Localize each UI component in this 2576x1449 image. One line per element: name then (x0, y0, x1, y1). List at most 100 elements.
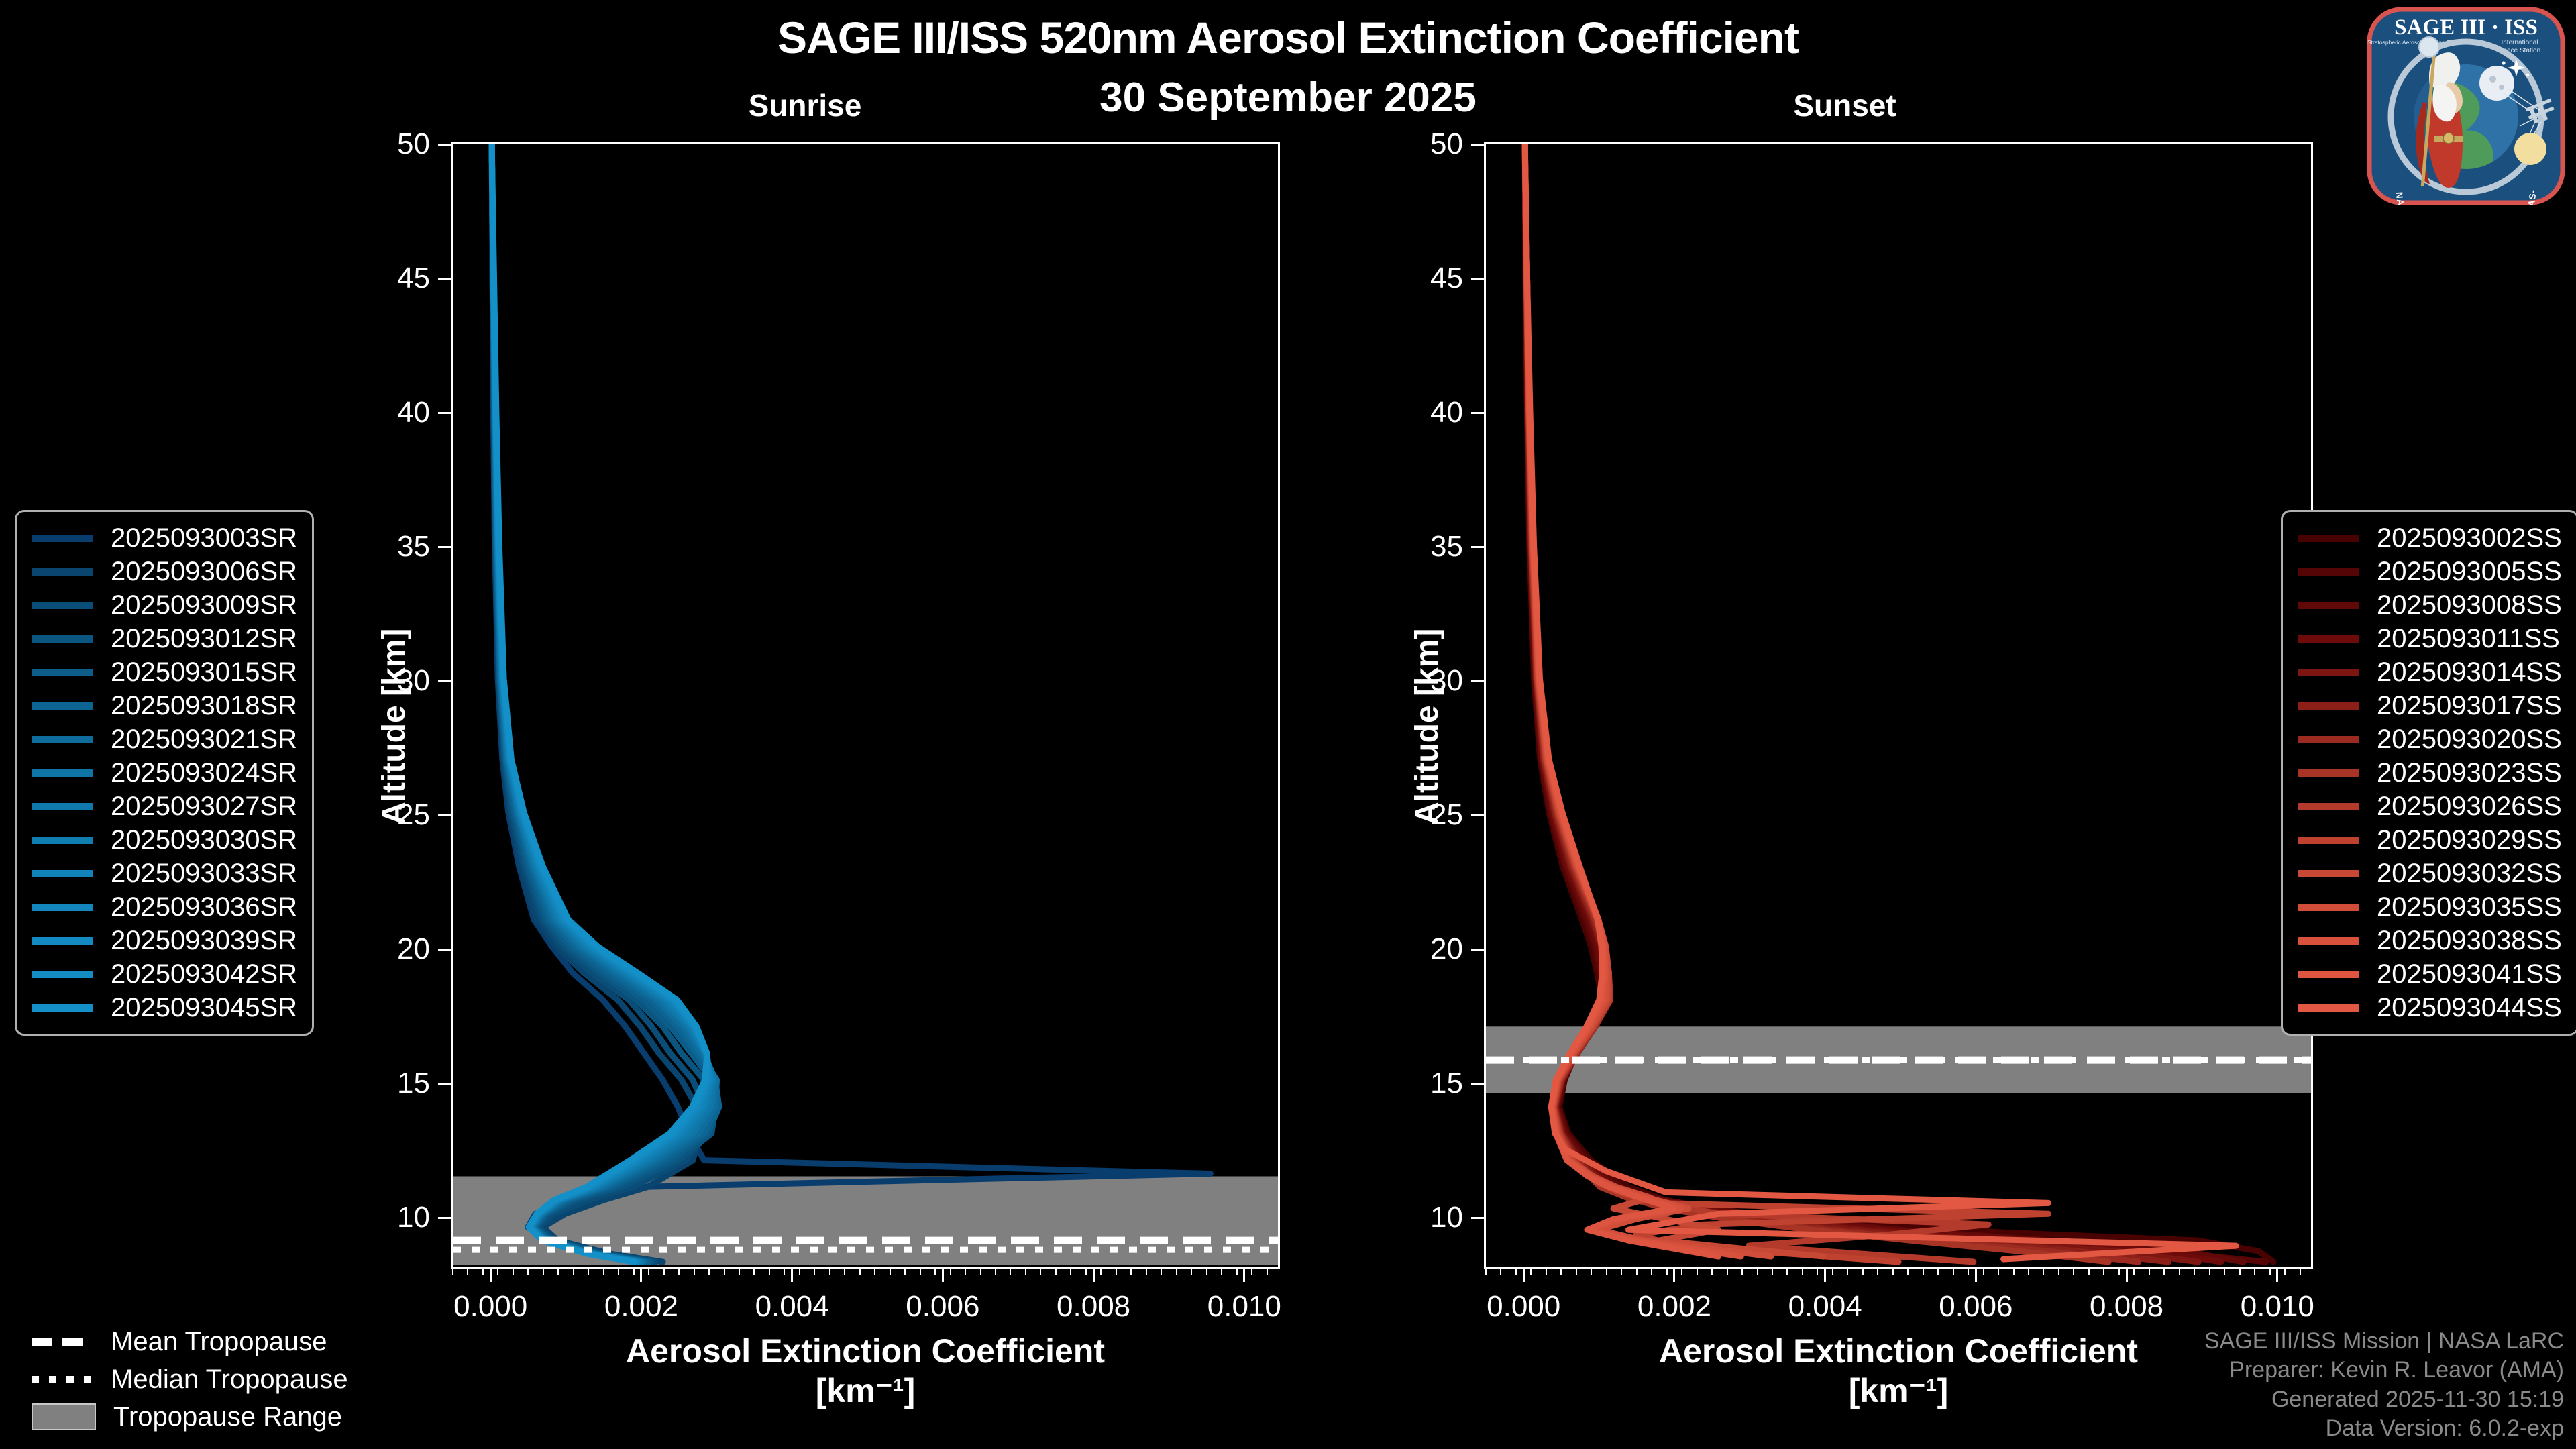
legend-item[interactable]: 2025093041SS (2298, 957, 2562, 991)
legend-item[interactable]: 2025093005SS (2298, 555, 2562, 588)
legend-item[interactable]: 2025093030SR (32, 823, 297, 857)
legend-item[interactable]: 2025093026SS (2298, 790, 2562, 823)
sunrise-x-minor-tick (678, 1267, 680, 1275)
sunset-x-minor-tick (1907, 1267, 1909, 1275)
legend-item-label: 2025093006SR (111, 556, 298, 586)
legend-item[interactable]: 2025093036SR (32, 890, 297, 924)
legend-item[interactable]: 2025093023SS (2298, 756, 2562, 790)
sunrise-x-minor-tick (768, 1267, 770, 1275)
sunset-x-minor-tick (1545, 1267, 1547, 1275)
sunset-plot-area: 10 15 20 25 30 35 40 45 50 0.000 0.002 0.004 0.006 0.… (1430, 127, 2314, 1323)
profile-line (488, 144, 716, 1265)
legend-item[interactable]: 2025093008SS (2298, 588, 2562, 622)
tropopause-legend-item[interactable]: Mean Tropopause (32, 1323, 348, 1360)
sunrise-x-minor-tick (618, 1267, 620, 1275)
sunset-y-tick (1471, 814, 1486, 816)
legend-item[interactable]: 2025093033SR (32, 857, 297, 890)
legend-item[interactable]: 2025093045SR (32, 991, 297, 1024)
legend-item[interactable]: 2025093024SR (32, 756, 297, 790)
sunset-x-tick-label: 0.008 (2090, 1290, 2164, 1323)
sunrise-x-minor-tick (542, 1267, 544, 1275)
sunset-x-minor-tick (2133, 1267, 2135, 1275)
credits-line: Data Version: 6.0.2-exp (2325, 1415, 2564, 1442)
sunset-y-tick (1471, 948, 1486, 951)
legend-item-label: 2025093041SS (2377, 959, 2562, 989)
sunset-x-tick-label: 0.006 (1939, 1290, 2013, 1323)
legend-item[interactable]: 2025093011SS (2298, 622, 2562, 655)
sunset-x-tick-label: 0.010 (2240, 1290, 2314, 1323)
profile-line (1521, 144, 2112, 1265)
sunrise-legend[interactable]: 2025093003SR 2025093006SR 2025093009SR 2025… (15, 510, 315, 1036)
tropopause-legend-swatch-band (32, 1403, 96, 1430)
legend-item[interactable]: 2025093042SR (32, 957, 297, 991)
sunrise-x-minor-tick (572, 1267, 574, 1275)
sunset-x-minor-tick (1515, 1267, 1517, 1275)
profile-line (1521, 144, 2247, 1265)
tropopause-legend-label: Tropopause Range (113, 1401, 342, 1432)
sunrise-y-axis-label: Altitude [km] (376, 628, 412, 825)
sunrise-x-minor-tick (828, 1267, 830, 1275)
sunrise-x-minor-tick (934, 1267, 936, 1275)
sunrise-x-tick (489, 1267, 492, 1282)
sunset-x-minor-tick (1681, 1267, 1683, 1275)
sunrise-x-minor-tick (949, 1267, 951, 1275)
sunrise-x-minor-tick (1205, 1267, 1208, 1275)
legend-item[interactable]: 2025093039SR (32, 924, 297, 957)
legend-item[interactable]: 2025093003SR (32, 521, 297, 555)
sunrise-x-axis-label: Aerosol Extinction Coefficient [km⁻¹] (451, 1332, 1280, 1411)
legend-color-swatch (2298, 601, 2359, 609)
sunrise-x-minor-tick (1040, 1267, 1042, 1275)
legend-item[interactable]: 2025093029SS (2298, 823, 2562, 857)
legend-item[interactable]: 2025093014SS (2298, 655, 2562, 689)
legend-item[interactable]: 2025093017SS (2298, 689, 2562, 722)
tropopause-legend-item[interactable]: Tropopause Range (32, 1398, 348, 1436)
legend-item[interactable]: 2025093035SS (2298, 890, 2562, 924)
legend-item[interactable]: 2025093006SR (32, 555, 297, 588)
legend-item[interactable]: 2025093038SS (2298, 924, 2562, 957)
sunset-x-tick (2125, 1267, 2128, 1282)
legend-item[interactable]: 2025093032SS (2298, 857, 2562, 890)
legend-item-label: 2025093024SR (111, 757, 298, 788)
legend-item[interactable]: 2025093009SR (32, 588, 297, 622)
sunrise-x-minor-tick (1070, 1267, 1072, 1275)
sunset-x-minor-tick (1892, 1267, 1894, 1275)
legend-item[interactable]: 2025093018SR (32, 689, 297, 722)
sunrise-profile-lines (453, 144, 1278, 1265)
legend-color-swatch (32, 735, 93, 743)
legend-item[interactable]: 2025093002SS (2298, 521, 2562, 555)
sunset-x-minor-tick (2148, 1267, 2150, 1275)
sunrise-plot-area: 10 15 20 25 30 35 40 45 50 0.000 0.002 0.004 0.006 0.… (397, 127, 1281, 1323)
legend-item-label: 2025093044SS (2377, 992, 2562, 1022)
sunset-legend[interactable]: 2025093002SS 2025093005SS 2025093008SS 2025… (2281, 510, 2576, 1036)
sunrise-x-tick (941, 1267, 944, 1282)
legend-item[interactable]: 2025093021SR (32, 722, 297, 756)
tropopause-legend-item[interactable]: Median Tropopause (32, 1360, 348, 1398)
legend-item[interactable]: 2025093020SS (2298, 722, 2562, 756)
svg-text:SAGE III · ISS: SAGE III · ISS (2394, 15, 2538, 40)
sunrise-x-minor-tick (979, 1267, 981, 1275)
legend-color-swatch (32, 702, 93, 710)
tropopause-legend[interactable]: Mean Tropopause Median Tropopause Tropopau… (15, 1311, 365, 1447)
legend-color-swatch (32, 635, 93, 643)
sunrise-x-minor-tick (919, 1267, 921, 1275)
legend-item[interactable]: 2025093044SS (2298, 991, 2562, 1024)
profile-line (488, 144, 712, 1265)
sunrise-x-minor-tick (512, 1267, 514, 1275)
legend-item-label: 2025093036SR (111, 892, 298, 922)
sunset-y-tick-label: 35 (1430, 530, 1463, 563)
sunset-x-minor-tick (1982, 1267, 1984, 1275)
tropopause-legend-swatch-dotted (32, 1376, 93, 1383)
sunrise-x-minor-tick (904, 1267, 906, 1275)
profile-line (488, 144, 710, 1265)
sunset-x-minor-tick (2103, 1267, 2105, 1275)
sunset-x-tick-label: 0.002 (1637, 1290, 1711, 1323)
legend-item-label: 2025093038SS (2377, 925, 2562, 955)
legend-item-label: 2025093002SS (2377, 523, 2562, 553)
legend-item[interactable]: 2025093027SR (32, 790, 297, 823)
sunset-x-minor-tick (1786, 1267, 1788, 1275)
sunrise-x-minor-tick (753, 1267, 755, 1275)
legend-item[interactable]: 2025093012SR (32, 622, 297, 655)
legend-item[interactable]: 2025093015SR (32, 655, 297, 689)
tropopause-legend-swatch-dashed (32, 1338, 93, 1346)
sunrise-x-minor-tick (1266, 1267, 1268, 1275)
